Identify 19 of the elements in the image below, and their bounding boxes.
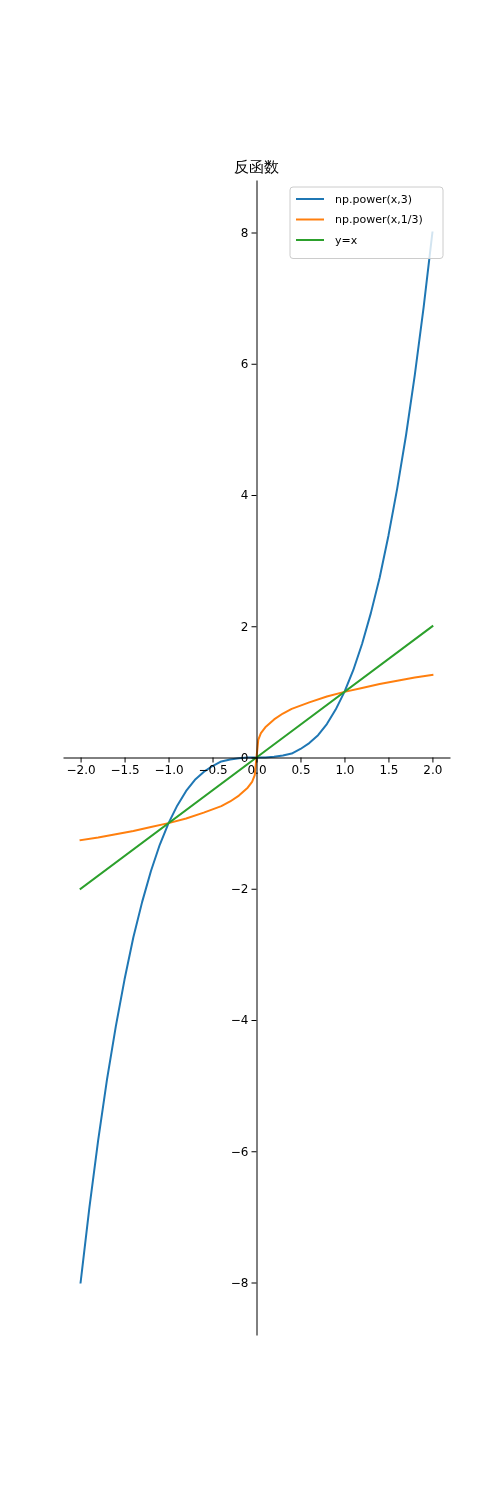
y-tick-label: −2 [230, 882, 249, 897]
x-tick-label: 1.0 [335, 763, 355, 778]
x-tick-label: 0.5 [291, 763, 311, 778]
chart-title: 反函数 [234, 158, 279, 176]
y-tick-label: 6 [240, 357, 249, 372]
x-tick-label: −1.5 [110, 763, 140, 778]
legend-label: np.power(x,3) [335, 192, 413, 206]
y-tick-label: −8 [230, 1275, 249, 1290]
x-tick-label: 1.5 [379, 763, 399, 778]
y-tick-label: −4 [230, 1013, 249, 1028]
y-tick-label: 4 [240, 488, 249, 503]
legend-label: np.power(x,1/3) [335, 213, 423, 227]
y-tick-label: 2 [240, 619, 249, 634]
x-tick-label: −1.0 [154, 763, 184, 778]
x-tick-label: −2.0 [66, 763, 96, 778]
legend-label: y=x [335, 233, 358, 247]
y-tick-label: −6 [230, 1144, 249, 1159]
y-tick-label: 8 [240, 225, 249, 240]
x-tick-label: 2.0 [423, 763, 443, 778]
